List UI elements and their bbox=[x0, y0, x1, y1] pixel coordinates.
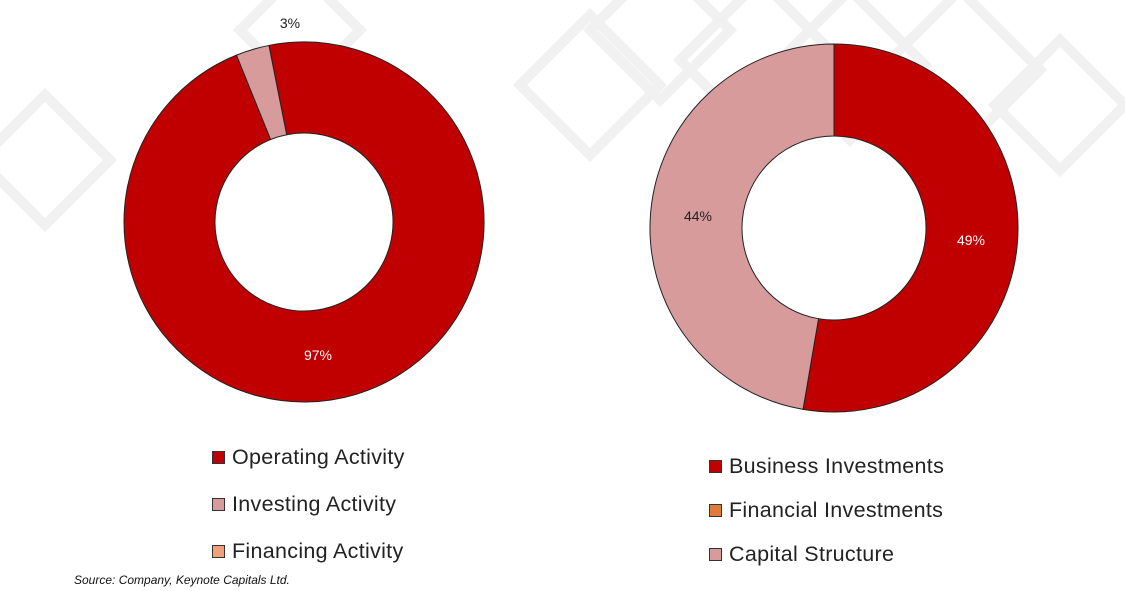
donut-slice-business-investments bbox=[802, 43, 1019, 413]
legend-label: Financing Activity bbox=[232, 538, 404, 563]
data-label: 97% bbox=[304, 347, 332, 363]
legend-cash-flow: Operating Activity Investing Activity Fi… bbox=[212, 444, 405, 587]
legend-item-operating-activity: Operating Activity bbox=[212, 444, 405, 469]
legend-item-capital-structure: Capital Structure bbox=[709, 541, 944, 566]
legend-item-financing-activity: Financing Activity bbox=[212, 538, 405, 563]
donut-slice-investing-activity bbox=[235, 44, 288, 141]
legend-swatch bbox=[212, 497, 225, 511]
legend-label: Business Investments bbox=[729, 453, 945, 478]
donut-slice-operating-activity bbox=[123, 41, 485, 403]
donut-slice-capital-structure bbox=[649, 43, 835, 410]
legend-swatch bbox=[212, 450, 225, 464]
legend-swatch bbox=[709, 547, 722, 561]
legend-swatch bbox=[709, 503, 722, 517]
legend-item-financial-investments: Financial Investments bbox=[709, 497, 944, 522]
legend-label: Capital Structure bbox=[729, 541, 895, 566]
legend-label: Operating Activity bbox=[232, 444, 405, 469]
legend-swatch bbox=[212, 544, 225, 558]
legend-item-investing-activity: Investing Activity bbox=[212, 491, 405, 516]
source-note: Source: Company, Keynote Capitals Ltd. bbox=[74, 573, 290, 587]
legend-label: Investing Activity bbox=[232, 491, 397, 516]
legend-item-business-investments: Business Investments bbox=[709, 453, 945, 478]
data-label: 3% bbox=[280, 15, 300, 31]
legend-label: Financial Investments bbox=[729, 497, 944, 522]
legend-swatch bbox=[709, 459, 722, 473]
data-label: 49% bbox=[957, 232, 985, 248]
legend-investments: Business Investments Financial Investmen… bbox=[709, 453, 945, 587]
data-label: 44% bbox=[684, 208, 712, 224]
